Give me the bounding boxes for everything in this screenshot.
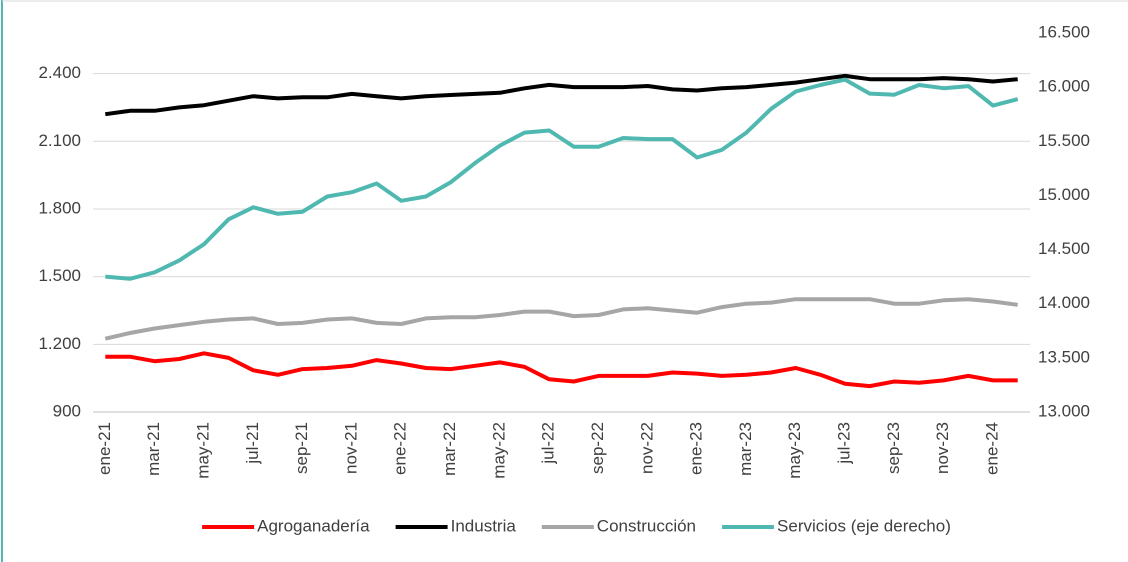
y2-tick-label: 16.000 (1038, 77, 1090, 96)
y-tick-label: 900 (53, 401, 81, 420)
y2-tick-label: 13.000 (1038, 401, 1090, 420)
x-tick-label: jul-23 (835, 422, 854, 465)
legend-item: Industria (395, 516, 517, 535)
x-tick-label: may-22 (489, 422, 508, 479)
series-line (105, 351, 1018, 389)
series-line (105, 77, 1019, 281)
x-tick-label: sep-22 (588, 422, 607, 474)
y-tick-label: 1.500 (38, 266, 81, 285)
x-tick-label: may-21 (193, 422, 212, 479)
x-tick-label: nov-23 (933, 422, 952, 474)
x-tick-label: ene-21 (95, 422, 114, 475)
x-tick-label: sep-23 (884, 422, 903, 474)
x-tick-label: mar-22 (440, 422, 459, 476)
y-tick-label: 1.200 (38, 334, 81, 353)
y2-tick-label: 13.500 (1038, 347, 1090, 366)
x-tick-label: jul-21 (243, 422, 262, 465)
legend: Agroganadería Industria Construcción Servic… (202, 516, 951, 535)
y-tick-label: 1.800 (38, 198, 81, 217)
x-tick-label: ene-24 (982, 422, 1001, 475)
y2-tick-label: 16.500 (1038, 22, 1090, 41)
x-tick-label: ene-23 (687, 422, 706, 475)
series-line (105, 73, 1018, 117)
x-tick-label: may-23 (785, 422, 804, 479)
legend-item: Construcción (541, 516, 696, 535)
x-tick-label: ene-22 (391, 422, 410, 475)
legend-label: Industria (451, 516, 517, 535)
y2-tick-label: 14.000 (1038, 293, 1090, 312)
legend-item: Servicios (eje derecho) (722, 516, 951, 535)
y-tick-label: 2.400 (38, 63, 81, 82)
x-tick-label: mar-23 (736, 422, 755, 476)
x-tick-label: jul-22 (539, 422, 558, 465)
x-tick-label: sep-21 (292, 422, 311, 474)
y2-tick-label: 14.500 (1038, 239, 1090, 258)
legend-label: Construcción (597, 516, 696, 535)
x-tick-label: mar-21 (144, 422, 163, 476)
legend-item: Agroganadería (202, 516, 370, 535)
y-tick-label: 2.100 (38, 131, 81, 150)
x-tick-label: nov-22 (637, 422, 656, 474)
x-tick-label: nov-21 (341, 422, 360, 474)
legend-label: Agroganadería (257, 516, 370, 535)
y2-tick-label: 15.500 (1038, 131, 1090, 150)
legend-label: Servicios (eje derecho) (777, 516, 951, 535)
series-line (104, 297, 1018, 341)
y2-tick-label: 15.000 (1038, 185, 1090, 204)
